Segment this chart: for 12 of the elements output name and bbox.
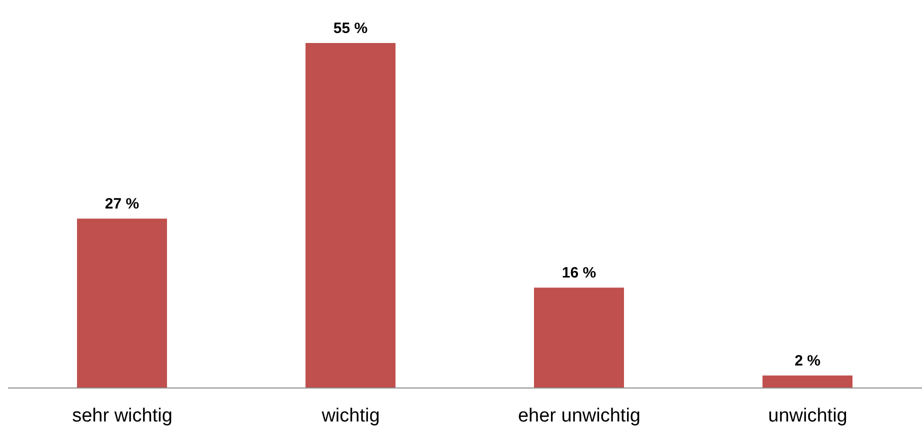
x-tick-label: sehr wichtig <box>72 405 172 426</box>
data-label: 2 % <box>794 352 820 370</box>
bar <box>762 375 852 388</box>
x-tick-label: wichtig <box>320 405 380 426</box>
x-tick-label: eher unwichtig <box>518 405 641 426</box>
bar <box>306 43 396 388</box>
bar <box>77 218 167 388</box>
x-tick-label: unwichtig <box>768 405 848 426</box>
data-label: 55 % <box>333 20 368 37</box>
data-label: 16 % <box>562 264 596 282</box>
bar <box>534 288 624 388</box>
data-label: 27 % <box>104 196 140 213</box>
